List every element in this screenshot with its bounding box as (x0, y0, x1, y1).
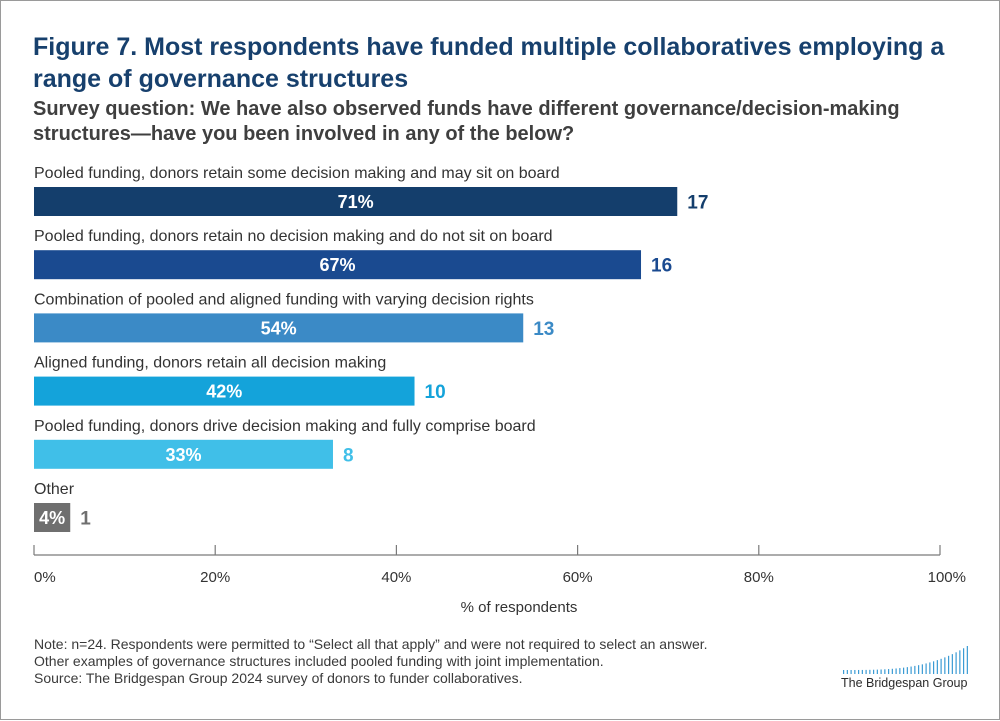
bar-percent-label: 67% (319, 255, 355, 275)
bar-percent-label: 33% (165, 445, 201, 465)
bar (34, 503, 71, 532)
category-label: Pooled funding, donors drive decision ma… (34, 418, 536, 435)
logo-bar (914, 665, 916, 674)
logo-bar (906, 667, 908, 674)
category-label: Other (34, 481, 75, 498)
note-other-examples: Other examples of governance structures … (34, 653, 604, 669)
logo-bar (903, 667, 905, 674)
category-label: Combination of pooled and aligned fundin… (34, 291, 534, 308)
logo-bars-mark (843, 646, 968, 674)
logo-bar (921, 664, 923, 674)
bar-count-label: 10 (425, 382, 446, 403)
logo-bar (854, 669, 856, 674)
bar-percent-label: 54% (261, 318, 297, 338)
logo-bar (963, 648, 965, 674)
bar-percent-label: 4% (39, 508, 65, 528)
bar (34, 250, 642, 280)
logo-bar (910, 666, 912, 674)
logo-wordmark: The Bridgespan Group (841, 676, 968, 690)
bar (34, 187, 678, 216)
logo-bar (940, 658, 942, 674)
x-tick-label: 60% (563, 569, 593, 586)
bar-count-label: 13 (533, 319, 554, 340)
logo-bar (888, 669, 890, 674)
x-axis-title: % of respondents (461, 599, 578, 616)
bar-count-label: 16 (651, 256, 672, 277)
logo-bar (936, 660, 938, 674)
figure-notes: Note: n=24. Respondents were permitted t… (34, 636, 854, 687)
logo-bar (918, 665, 920, 674)
bar-percent-label: 42% (206, 382, 242, 402)
logo-bar (873, 669, 875, 674)
logo-bar (925, 663, 927, 674)
logo-bar (850, 669, 852, 674)
note-sample-size: Note: n=24. Respondents were permitted t… (34, 636, 708, 652)
logo-bar (933, 661, 935, 674)
logo-bar (884, 669, 886, 674)
logo-bar (865, 669, 867, 674)
logo-bar (880, 669, 882, 674)
logo-bar (858, 669, 860, 674)
logo-bar (966, 646, 968, 674)
bar (34, 313, 524, 343)
bar-count-label: 1 (80, 509, 91, 530)
bridgespan-logo: The Bridgespan Group (837, 645, 973, 695)
bar-count-label: 17 (687, 193, 708, 214)
note-source: Source: The Bridgespan Group 2024 survey… (34, 670, 523, 686)
figure-title: Figure 7. Most respondents have funded m… (33, 33, 945, 93)
x-tick-label: 0% (34, 569, 56, 586)
logo-bar (899, 668, 901, 674)
x-tick-label: 100% (928, 569, 966, 586)
logo-bar (843, 670, 845, 674)
logo-bar (948, 655, 950, 674)
x-tick-label: 80% (744, 569, 774, 586)
logo-bar (876, 669, 878, 674)
category-label: Pooled funding, donors retain no decisio… (34, 228, 553, 245)
bar (34, 376, 415, 406)
logo-bar (951, 654, 953, 674)
x-tick-label: 40% (381, 569, 411, 586)
logo-bar (861, 669, 863, 674)
logo-bar (955, 652, 957, 674)
logo-bar (929, 662, 931, 674)
category-label: Pooled funding, donors retain some decis… (34, 165, 560, 182)
logo-bar (846, 669, 848, 674)
logo-bar (869, 669, 871, 674)
x-tick-label: 20% (200, 569, 230, 586)
logo-bar (944, 657, 946, 674)
bar (34, 439, 333, 469)
survey-question: Survey question: We have also observed f… (33, 98, 900, 145)
logo-bar (895, 668, 897, 674)
logo-bar (959, 650, 961, 674)
bar-count-label: 8 (343, 445, 354, 466)
logo-bar (891, 668, 893, 674)
category-label: Aligned funding, donors retain all decis… (34, 355, 386, 372)
bar-percent-label: 71% (338, 192, 374, 212)
